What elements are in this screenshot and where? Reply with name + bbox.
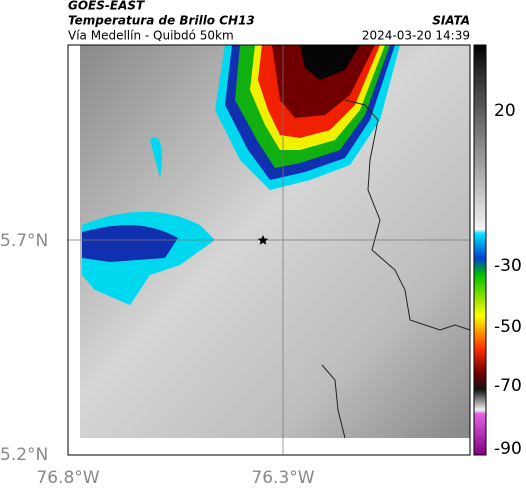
lat-label: 5.7°N: [0, 231, 48, 251]
lon-label: 76.8°W: [36, 468, 99, 488]
title: GOES-EAST: [68, 0, 145, 13]
map-field: [67, 44, 471, 456]
colorbar: [473, 44, 487, 456]
colorbar-tick: -30: [494, 256, 522, 276]
source: SIATA: [432, 14, 470, 28]
datetime: 2024-03-20 14:39: [362, 29, 470, 43]
colorbar-tick: -90: [494, 439, 522, 459]
colorbar-tick: -50: [494, 317, 522, 337]
lon-label: 76.3°W: [251, 468, 314, 488]
colorbar-tick: 20: [494, 101, 516, 121]
colorbar-tick: -70: [494, 376, 522, 396]
location: Vía Medellín - Quibdó 50km: [68, 29, 234, 43]
lat-label: 5.2°N: [0, 445, 48, 465]
subtitle: Temperatura de Brillo CH13: [68, 14, 255, 28]
